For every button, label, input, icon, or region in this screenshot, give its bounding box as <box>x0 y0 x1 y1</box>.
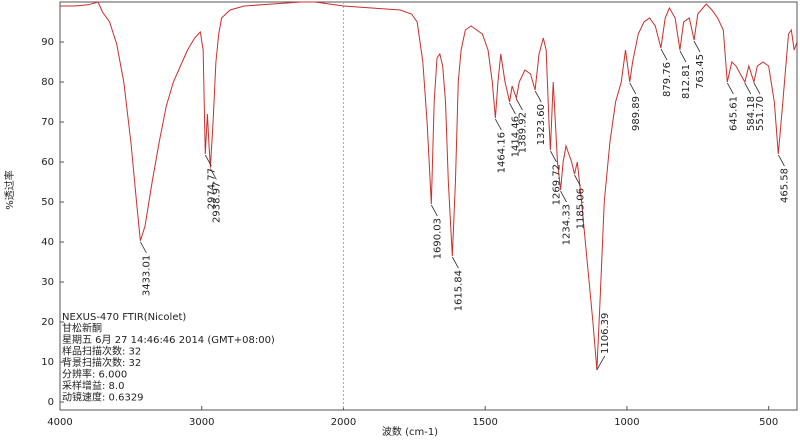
info-line: 样品扫描次数: 32 <box>62 345 141 358</box>
peak-leader <box>430 204 438 217</box>
x-tick-label: 3000 <box>189 417 214 428</box>
peak-leader <box>596 355 606 371</box>
peak-leader <box>574 174 581 187</box>
peak-leader <box>140 241 147 253</box>
peak-leader <box>495 118 502 131</box>
info-line: NEXUS-470 FTIR(Nicolet) <box>62 312 186 323</box>
peak-leader <box>727 82 734 95</box>
peak-leader <box>534 90 542 103</box>
peak-label: 2938.97 <box>211 182 222 223</box>
peak-label: 1234.33 <box>561 204 572 245</box>
info-line: 背景扫描次数: 32 <box>62 356 141 369</box>
peak-label: 879.76 <box>662 62 673 97</box>
peak-label: 465.58 <box>779 168 790 203</box>
peak-label: 1106.39 <box>600 313 611 354</box>
peak-leader <box>204 154 212 167</box>
y-tick-label: 30 <box>41 277 54 288</box>
y-tick-label: 0 <box>48 397 54 408</box>
peak-leader <box>452 256 459 269</box>
peak-leader <box>679 50 687 63</box>
peak-leader <box>629 82 637 95</box>
y-tick-label: 10 <box>41 357 54 368</box>
peak-leader <box>744 82 752 95</box>
y-tick-label: 90 <box>41 37 54 48</box>
peak-label: 1414.46 <box>510 116 521 157</box>
peak-label: 645.61 <box>728 96 739 131</box>
peak-label: 1185.06 <box>575 188 586 229</box>
info-line: 星期五 6月 27 14:46:46 2014 (GMT+08:00) <box>62 334 275 346</box>
peak-label: 1690.03 <box>432 218 443 259</box>
spectrum-line <box>60 1 798 371</box>
peak-label: 1464.16 <box>496 132 507 173</box>
x-tick-label: 1000 <box>614 417 639 428</box>
peak-label: 551.70 <box>755 96 766 131</box>
peak-label: 989.89 <box>631 96 642 131</box>
info-line: 采样增益: 8.0 <box>62 379 124 392</box>
info-line: 分辨率: 6.000 <box>62 368 127 381</box>
x-tick-label: 500 <box>759 417 778 428</box>
x-axis-label: 波数 (cm-1) <box>382 425 438 438</box>
info-line: 动镜速度: 0.6329 <box>62 391 144 404</box>
y-tick-label: 50 <box>41 197 54 208</box>
y-tick-label: 70 <box>41 117 54 128</box>
peak-leader <box>560 190 567 203</box>
y-tick-label: 60 <box>41 157 54 168</box>
x-tick-label: 4000 <box>47 417 72 428</box>
peak-leader <box>210 168 217 180</box>
peak-label: 3433.01 <box>141 255 152 296</box>
peak-leader <box>693 40 701 53</box>
peak-leader <box>753 82 761 95</box>
peak-label: 584.18 <box>746 96 757 131</box>
y-tick-label: 20 <box>41 317 54 328</box>
peak-leader <box>509 102 516 115</box>
peak-label: 1615.84 <box>453 270 464 311</box>
y-tick-label: 80 <box>41 77 54 88</box>
peak-leader <box>660 48 668 61</box>
peak-label: 1323.60 <box>536 104 547 145</box>
peak-leader <box>550 150 557 163</box>
y-tick-label: 40 <box>41 237 54 248</box>
peak-label: 812.81 <box>681 64 692 99</box>
x-tick-label: 1500 <box>472 417 497 428</box>
plot-frame <box>59 1 798 411</box>
peak-label: 2974.77 <box>206 168 217 209</box>
info-line: 甘松新酮 <box>62 322 102 335</box>
x-tick-label: 2000 <box>331 417 356 428</box>
peak-leader <box>516 98 523 111</box>
peak-label: 1389.92 <box>517 112 528 153</box>
peak-leader <box>778 154 785 167</box>
peak-label: 763.45 <box>695 54 706 89</box>
y-axis-label: %透过率 <box>3 170 16 210</box>
peak-label: 1269.72 <box>551 164 562 205</box>
